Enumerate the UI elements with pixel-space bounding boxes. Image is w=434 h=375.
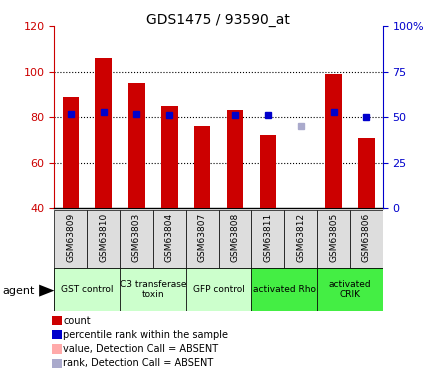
Bar	[357, 138, 374, 208]
Bar	[161, 106, 177, 208]
Bar	[62, 97, 79, 208]
Bar	[325, 74, 341, 208]
Bar	[316, 210, 349, 268]
Text: activated
CRIK: activated CRIK	[328, 280, 370, 299]
Bar	[349, 210, 382, 268]
Text: activated Rho: activated Rho	[252, 285, 315, 294]
Text: GSM63806: GSM63806	[361, 213, 370, 262]
Text: GSM63810: GSM63810	[99, 213, 108, 262]
Bar	[87, 210, 120, 268]
Text: GSM63805: GSM63805	[328, 213, 337, 262]
Bar	[226, 110, 243, 208]
Bar	[153, 210, 185, 268]
Text: GSM63804: GSM63804	[164, 213, 174, 262]
Text: GSM63812: GSM63812	[296, 213, 305, 262]
Text: count: count	[63, 316, 91, 326]
Text: GSM63807: GSM63807	[197, 213, 206, 262]
Bar	[54, 268, 120, 311]
Text: agent: agent	[2, 286, 34, 296]
Text: GSM63809: GSM63809	[66, 213, 75, 262]
Bar	[284, 210, 316, 268]
Polygon shape	[39, 285, 54, 297]
Text: GST control: GST control	[61, 285, 113, 294]
Text: GDS1475 / 93590_at: GDS1475 / 93590_at	[145, 13, 289, 27]
Text: GSM63811: GSM63811	[263, 213, 272, 262]
Bar	[120, 268, 185, 311]
Text: rank, Detection Call = ABSENT: rank, Detection Call = ABSENT	[63, 358, 213, 368]
Bar	[120, 210, 153, 268]
Bar	[316, 268, 382, 311]
Text: GFP control: GFP control	[192, 285, 244, 294]
Text: GSM63803: GSM63803	[132, 213, 141, 262]
Bar	[259, 135, 276, 208]
Bar	[218, 210, 251, 268]
Text: value, Detection Call = ABSENT: value, Detection Call = ABSENT	[63, 344, 218, 354]
Bar	[185, 210, 218, 268]
Bar	[251, 210, 284, 268]
Bar	[128, 83, 145, 208]
Text: percentile rank within the sample: percentile rank within the sample	[63, 330, 227, 340]
Bar	[95, 58, 112, 208]
Bar	[54, 210, 87, 268]
Text: GSM63808: GSM63808	[230, 213, 239, 262]
Bar	[194, 126, 210, 208]
Bar	[251, 268, 316, 311]
Text: C3 transferase
toxin: C3 transferase toxin	[119, 280, 186, 299]
Bar	[185, 268, 251, 311]
